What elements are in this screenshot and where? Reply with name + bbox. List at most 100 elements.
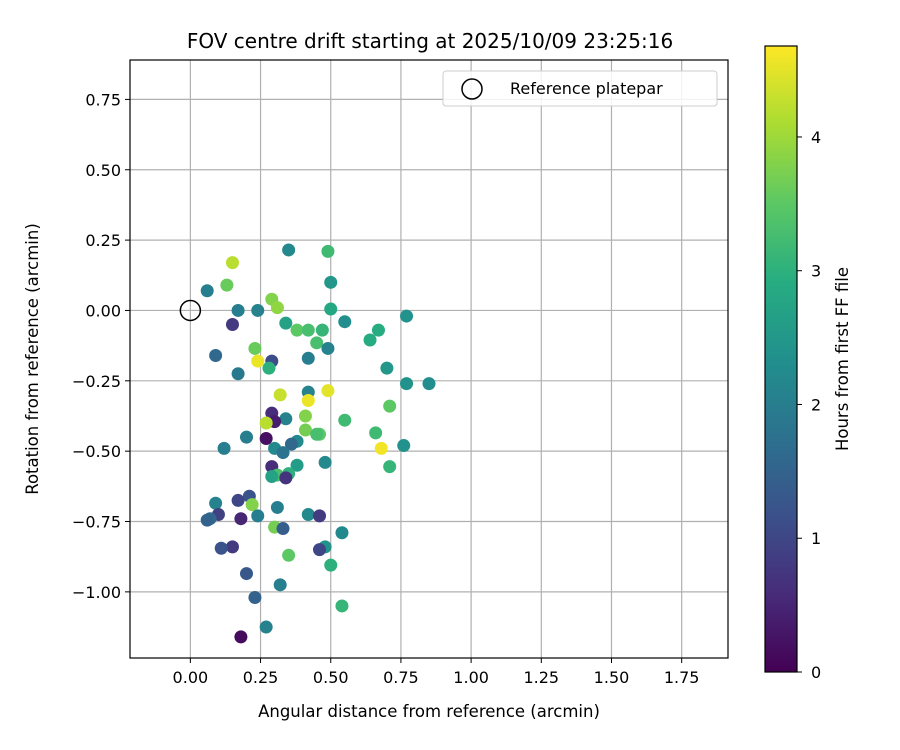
data-point [315, 323, 329, 337]
data-point [363, 333, 377, 347]
data-point [240, 430, 254, 444]
data-point [338, 413, 352, 427]
data-point [225, 540, 239, 554]
data-point [225, 318, 239, 332]
data-point [284, 437, 298, 451]
data-point [276, 522, 290, 536]
data-point [259, 620, 273, 634]
data-point [251, 303, 265, 317]
data-point [225, 256, 239, 270]
data-point [217, 441, 231, 455]
data-point [273, 388, 287, 402]
data-point [248, 341, 262, 355]
data-point [383, 460, 397, 474]
data-point [374, 441, 388, 455]
x-tick-label: 0.25 [243, 668, 279, 687]
data-point [380, 361, 394, 375]
legend: Reference platepar [442, 70, 718, 107]
data-point [234, 630, 248, 644]
y-tick-label: −0.25 [72, 372, 121, 391]
data-point [335, 526, 349, 540]
data-point [313, 543, 327, 557]
data-point [270, 500, 284, 514]
data-point [400, 377, 414, 391]
colorbar-tick-label: 2 [811, 395, 821, 414]
data-point [301, 351, 315, 365]
data-point [276, 446, 290, 460]
y-tick-label: 0.00 [85, 301, 121, 320]
y-tick-label: −1.00 [72, 583, 121, 602]
data-point [214, 541, 228, 555]
data-point [383, 399, 397, 413]
colorbar-tick-label: 3 [811, 262, 821, 281]
data-point [313, 509, 327, 523]
data-point [209, 496, 223, 510]
data-point [231, 303, 245, 317]
x-tick-label: 0.75 [383, 668, 419, 687]
data-point [310, 427, 324, 441]
data-point [200, 513, 214, 527]
data-point [324, 275, 338, 289]
colorbar-ticks: 0 1 2 3 4 [797, 128, 821, 682]
data-point [262, 361, 276, 375]
colorbar-tick-label: 4 [811, 128, 821, 147]
data-point [338, 315, 352, 329]
data-point [290, 458, 304, 472]
data-point [324, 302, 338, 316]
data-point [318, 455, 332, 469]
data-point [240, 567, 254, 581]
data-point [209, 348, 223, 362]
data-points [200, 243, 436, 644]
grid-lines [130, 60, 728, 658]
data-point [231, 367, 245, 381]
data-point [259, 416, 273, 430]
x-tick-label: 0.00 [173, 668, 209, 687]
data-point [301, 323, 315, 337]
data-point [273, 578, 287, 592]
y-tick-label: −0.75 [72, 513, 121, 532]
y-tick-label: 0.50 [85, 161, 121, 180]
data-point [290, 323, 304, 337]
data-point [259, 431, 273, 445]
data-point [371, 323, 385, 337]
data-point [279, 471, 293, 485]
data-point [324, 558, 338, 572]
data-point [231, 493, 245, 507]
data-point [270, 301, 284, 315]
x-tick-label: 1.00 [453, 668, 489, 687]
data-point [245, 498, 259, 512]
x-tick-label: 1.75 [664, 668, 700, 687]
x-tick-label: 0.50 [313, 668, 349, 687]
data-point [397, 439, 411, 453]
data-point [298, 409, 312, 423]
colorbar-label: Hours from first FF file [833, 267, 852, 451]
plot-frame [129, 59, 729, 659]
data-point [321, 244, 335, 258]
data-point [279, 412, 293, 426]
data-point [251, 354, 265, 368]
colorbar-tick-label: 1 [811, 529, 821, 548]
y-tick-label: −0.50 [72, 442, 121, 461]
data-point [301, 507, 315, 521]
legend-label: Reference platepar [510, 79, 663, 98]
data-point [279, 316, 293, 330]
data-point [251, 509, 265, 523]
data-point [335, 599, 349, 613]
legend-box [442, 70, 718, 107]
y-axis-ticks: 0.75 0.50 0.25 0.00 −0.25 −0.50 −0.75 −1.00 [72, 90, 130, 602]
legend-marker [461, 78, 483, 100]
data-point [298, 423, 312, 437]
data-point [234, 512, 248, 526]
data-point [321, 384, 335, 398]
data-point [321, 341, 335, 355]
data-point [301, 394, 315, 408]
y-tick-label: 0.75 [85, 90, 121, 109]
colorbar [765, 46, 797, 672]
x-tick-label: 1.50 [594, 668, 630, 687]
x-axis-ticks: 0.00 0.25 0.50 0.75 1.00 1.25 1.50 1.75 [173, 658, 700, 687]
x-axis-label: Angular distance from reference (arcmin) [258, 702, 600, 721]
x-tick-label: 1.25 [523, 668, 559, 687]
data-point [200, 284, 214, 298]
